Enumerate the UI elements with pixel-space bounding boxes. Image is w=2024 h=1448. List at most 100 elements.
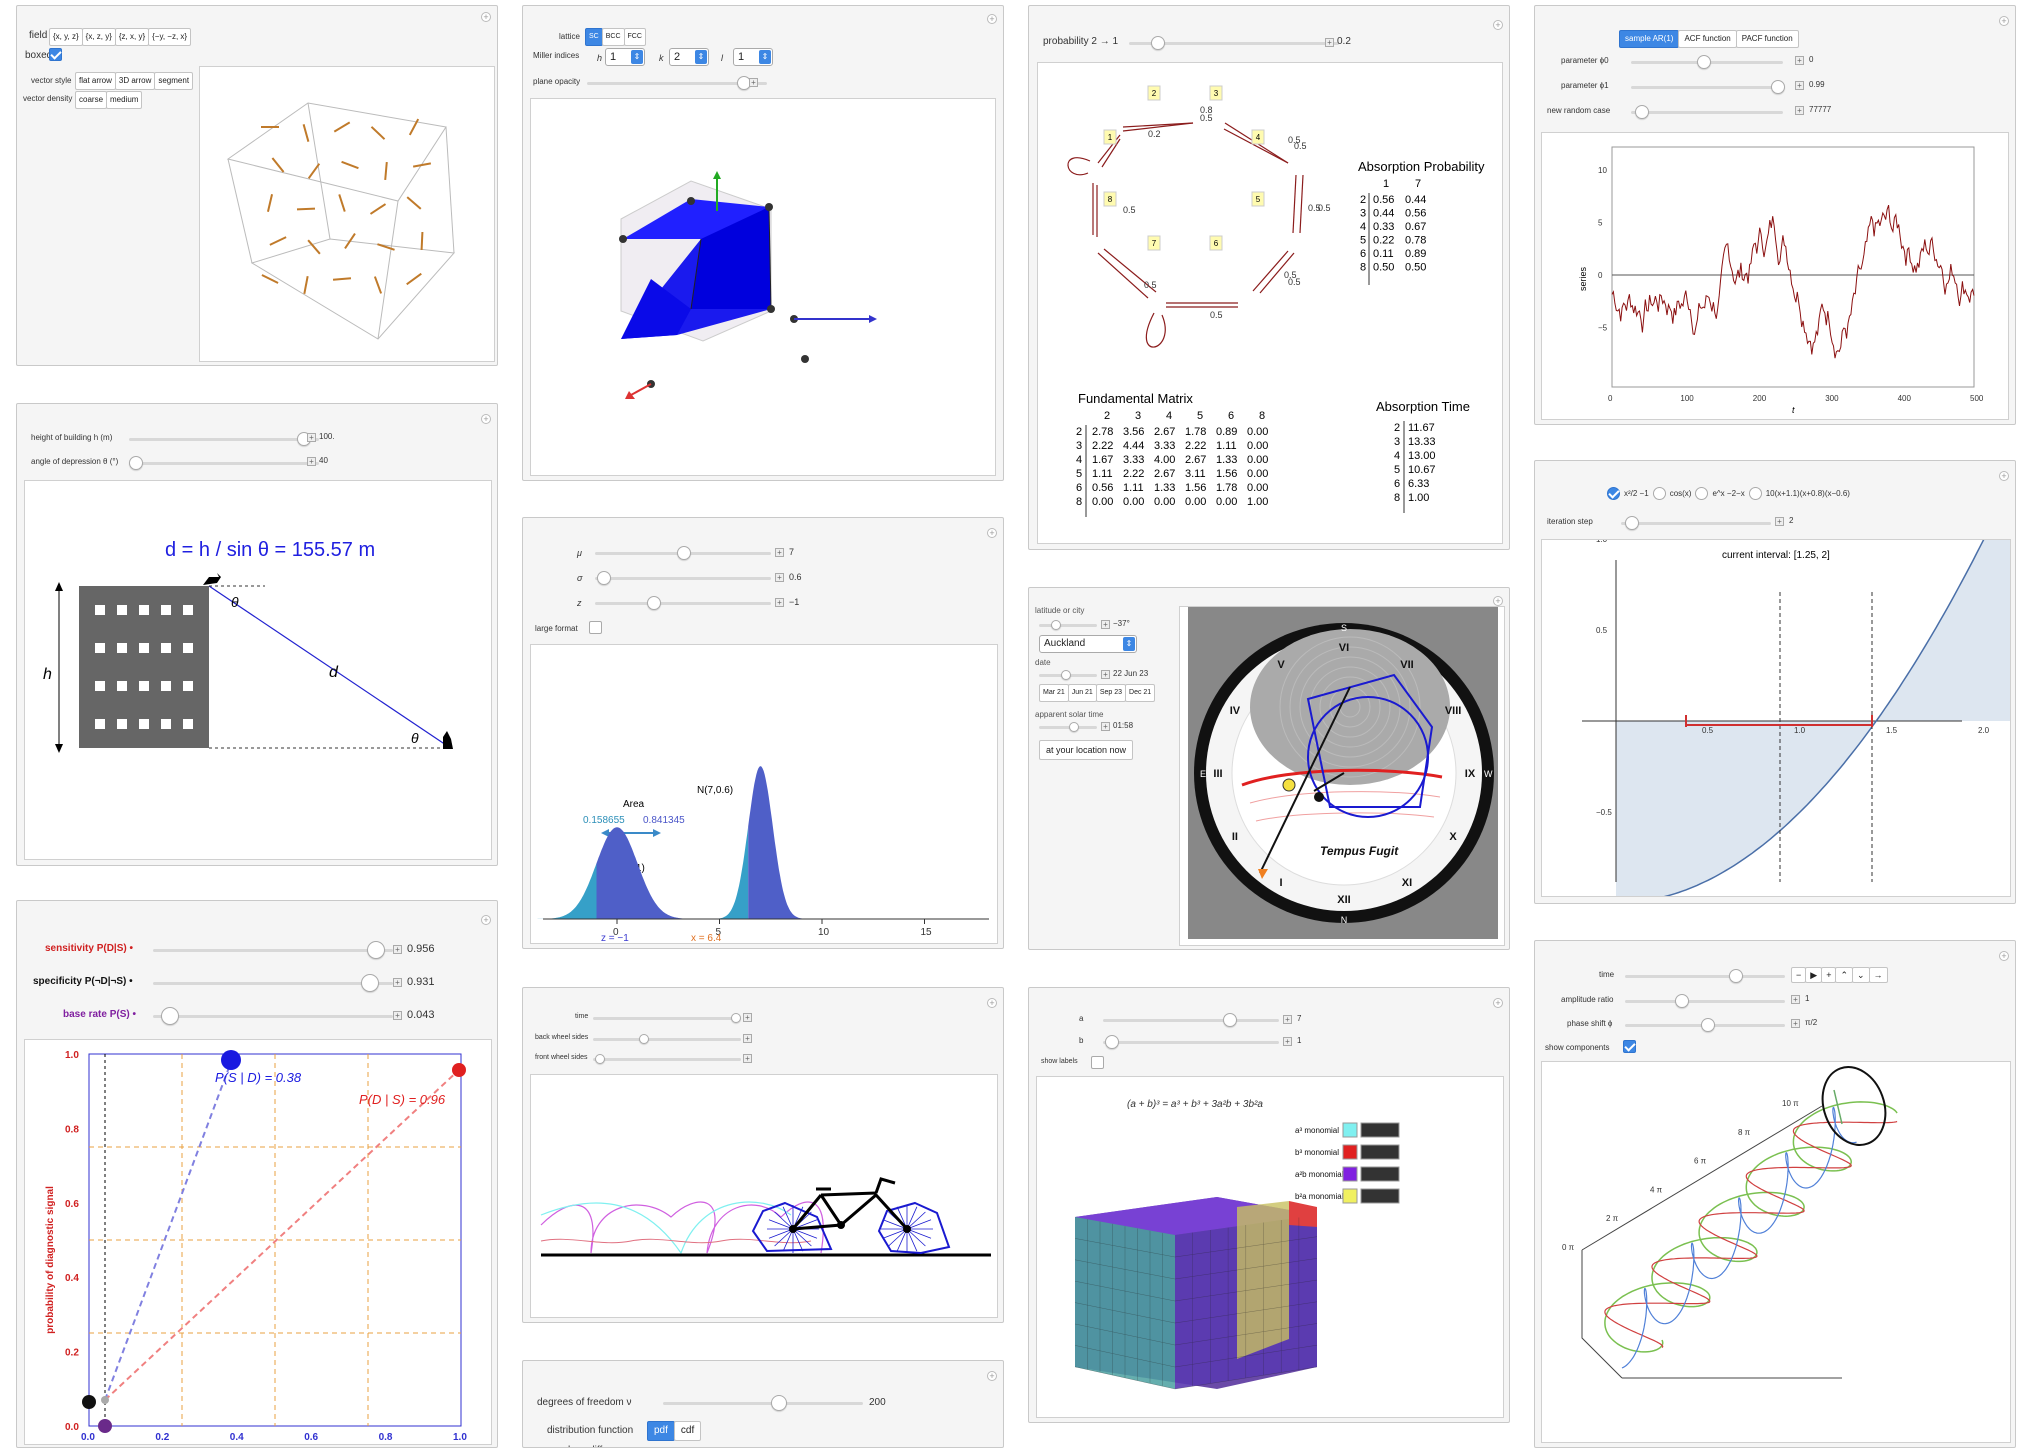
plus-icon[interactable]: +: [775, 573, 784, 582]
slider-thumb[interactable]: [361, 974, 379, 992]
h-select[interactable]: 1 ⇕: [605, 48, 645, 66]
play-button[interactable]: ▶: [1805, 967, 1823, 983]
tab-pacf[interactable]: PACF function: [1735, 30, 1799, 48]
faster-button[interactable]: ⌃: [1835, 967, 1853, 983]
plus-icon[interactable]: +: [1101, 670, 1110, 679]
boxed-checkbox[interactable]: [49, 48, 62, 61]
slider-thumb[interactable]: [595, 1054, 605, 1064]
lattice-option[interactable]: SC: [585, 28, 603, 46]
radio[interactable]: [1652, 487, 1666, 500]
plus-icon[interactable]: +: [1795, 81, 1804, 90]
date-preset[interactable]: Dec 21: [1125, 684, 1156, 702]
direction-button[interactable]: →: [1868, 967, 1888, 983]
slider-thumb[interactable]: [771, 1395, 787, 1411]
plus-icon[interactable]: +: [1795, 56, 1804, 65]
plus-icon[interactable]: +: [393, 1011, 402, 1020]
pdf-button[interactable]: pdf: [647, 1421, 675, 1441]
location-button[interactable]: at your location now: [1039, 740, 1134, 760]
height-slider[interactable]: [129, 432, 319, 446]
front-slider[interactable]: [593, 1054, 741, 1064]
plus-icon[interactable]: +: [1493, 998, 1503, 1008]
time-slider[interactable]: [1625, 969, 1785, 983]
plus-icon[interactable]: +: [749, 78, 758, 87]
tab-acf[interactable]: ACF function: [1678, 30, 1737, 48]
a-slider[interactable]: [1103, 1013, 1279, 1027]
slider-thumb[interactable]: [1105, 1035, 1119, 1049]
plus-icon[interactable]: +: [775, 548, 784, 557]
plus-icon[interactable]: +: [1999, 471, 2009, 481]
plus-icon[interactable]: +: [987, 14, 997, 24]
plus-icon[interactable]: +: [1999, 951, 2009, 961]
phase-slider[interactable]: [1625, 1018, 1785, 1032]
plus-icon[interactable]: +: [481, 12, 491, 22]
radio[interactable]: [1748, 487, 1762, 500]
plus-icon[interactable]: +: [1101, 722, 1110, 731]
func-option[interactable]: 10(x+1.1)(x+0.8)(x−0.6): [1765, 489, 1850, 498]
date-preset[interactable]: Sep 23: [1095, 684, 1127, 702]
plus-icon[interactable]: +: [481, 915, 491, 925]
amp-slider[interactable]: [1625, 994, 1785, 1008]
sigma-slider[interactable]: [595, 571, 771, 585]
radio-selected[interactable]: [1607, 487, 1620, 500]
z-slider[interactable]: [595, 596, 771, 610]
slider-thumb[interactable]: [1675, 994, 1689, 1008]
city-select[interactable]: Auckland ⇕: [1039, 635, 1137, 653]
plus-icon[interactable]: +: [1791, 995, 1800, 1004]
plus-icon[interactable]: +: [1999, 16, 2009, 26]
plus-icon[interactable]: +: [393, 945, 402, 954]
slider-thumb[interactable]: [1635, 105, 1649, 119]
date-slider[interactable]: [1039, 670, 1097, 680]
slider-thumb[interactable]: [1151, 36, 1165, 50]
iter-slider[interactable]: [1621, 516, 1771, 530]
plus-icon[interactable]: +: [1493, 20, 1503, 30]
style-option[interactable]: segment: [154, 72, 194, 90]
slider-thumb[interactable]: [1701, 1018, 1715, 1032]
slider-thumb[interactable]: [1625, 516, 1639, 530]
lat-slider[interactable]: [1039, 620, 1097, 630]
plus-icon[interactable]: +: [743, 1034, 752, 1043]
b-slider[interactable]: [1103, 1035, 1279, 1049]
opacity-slider[interactable]: [587, 76, 767, 90]
date-preset[interactable]: Mar 21: [1039, 684, 1069, 702]
slider-thumb[interactable]: [1051, 620, 1061, 630]
slider-thumb[interactable]: [1061, 670, 1071, 680]
date-preset[interactable]: Jun 21: [1067, 684, 1097, 702]
minus-button[interactable]: −: [1791, 967, 1807, 983]
plus-icon[interactable]: +: [987, 528, 997, 538]
plus-button[interactable]: +: [1821, 967, 1837, 983]
slider-thumb[interactable]: [677, 546, 691, 560]
plus-icon[interactable]: +: [1795, 106, 1804, 115]
slider-thumb[interactable]: [597, 571, 611, 585]
plus-icon[interactable]: +: [743, 1013, 752, 1022]
labels-checkbox[interactable]: [1091, 1056, 1104, 1069]
plus-icon[interactable]: +: [481, 414, 491, 424]
lattice-option[interactable]: BCC: [601, 28, 625, 46]
back-slider[interactable]: [593, 1034, 741, 1044]
radio[interactable]: [1695, 487, 1709, 500]
comp-checkbox[interactable]: [1623, 1040, 1636, 1053]
vector-field-3d-plot[interactable]: [199, 66, 495, 362]
slider-thumb[interactable]: [1729, 969, 1743, 983]
lattice-3d-plot[interactable]: [530, 98, 996, 476]
slider-thumb[interactable]: [731, 1013, 741, 1023]
random-slider[interactable]: [1631, 105, 1783, 119]
slider-thumb[interactable]: [367, 941, 385, 959]
base-slider[interactable]: [153, 1007, 393, 1025]
l-select[interactable]: 1 ⇕: [733, 48, 773, 66]
plus-icon[interactable]: +: [1325, 38, 1334, 47]
plus-icon[interactable]: +: [743, 1054, 752, 1063]
field-option[interactable]: {z, x, y}: [114, 28, 150, 46]
density-option[interactable]: coarse: [75, 91, 108, 109]
plus-icon[interactable]: +: [1283, 1037, 1292, 1046]
density-option[interactable]: medium: [106, 91, 143, 109]
plus-icon[interactable]: +: [1791, 1019, 1800, 1028]
phi1-slider[interactable]: [1631, 80, 1785, 94]
style-option[interactable]: flat arrow: [75, 72, 116, 90]
k-select[interactable]: 2 ⇕: [669, 48, 709, 66]
angle-slider[interactable]: [129, 456, 319, 470]
slider-thumb[interactable]: [1771, 80, 1785, 94]
slider-thumb[interactable]: [647, 596, 661, 610]
field-option[interactable]: {x, z, y}: [81, 28, 116, 46]
func-option[interactable]: e^x −2−x: [1712, 489, 1745, 498]
func-option[interactable]: cos(x): [1669, 489, 1692, 498]
